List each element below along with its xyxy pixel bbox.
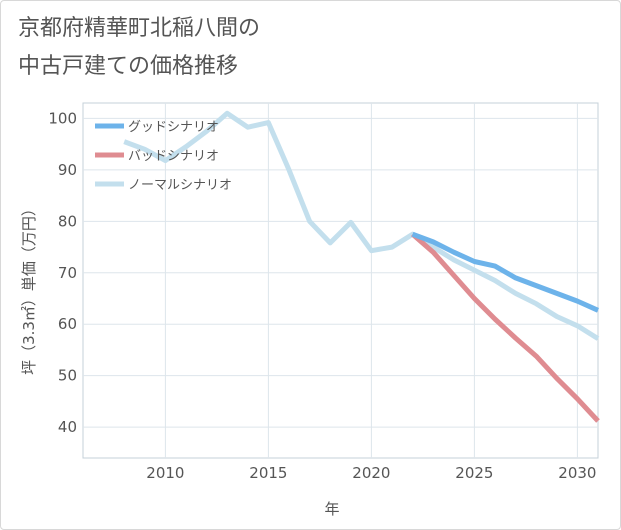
series-line-2	[410, 232, 600, 423]
y-tick-label: 40	[58, 418, 77, 436]
y-tick-label: 50	[58, 367, 77, 385]
x-tick-label: 2030	[558, 464, 596, 482]
series-lines	[123, 110, 600, 423]
x-tick-label: 2020	[352, 464, 390, 482]
y-tick-label: 60	[58, 315, 77, 333]
x-tick-label: 2010	[146, 464, 184, 482]
tick-labels: 2010 2015 2020 2025 2030 40 50 60 70 80 90 100	[48, 109, 596, 482]
y-tick-label: 80	[58, 212, 77, 230]
legend-label: グッドシナリオ	[128, 120, 219, 135]
title-line-2: 中古戸建ての価格推移	[18, 54, 239, 79]
y-tick-label: 100	[48, 109, 77, 127]
y-tick-label: 90	[58, 161, 77, 179]
series-line-3	[123, 110, 600, 341]
x-axis-label: 年	[324, 500, 339, 518]
title-line-1: 京都府精華町北稲八間の	[18, 16, 261, 41]
series-line-1	[411, 231, 600, 313]
x-tick-label: 2015	[249, 464, 287, 482]
page-title: 京都府精華町北稲八間の 中古戸建ての価格推移	[18, 10, 260, 86]
legend-label: バッドシナリオ	[128, 149, 219, 164]
y-axis-label: 坪（3.3㎡）単価（万円）	[20, 201, 38, 375]
grid	[83, 103, 598, 458]
x-tick-label: 2025	[455, 464, 493, 482]
y-tick-label: 70	[58, 264, 77, 282]
legend-label: ノーマルシナリオ	[128, 178, 232, 193]
plot-area	[82, 102, 599, 459]
